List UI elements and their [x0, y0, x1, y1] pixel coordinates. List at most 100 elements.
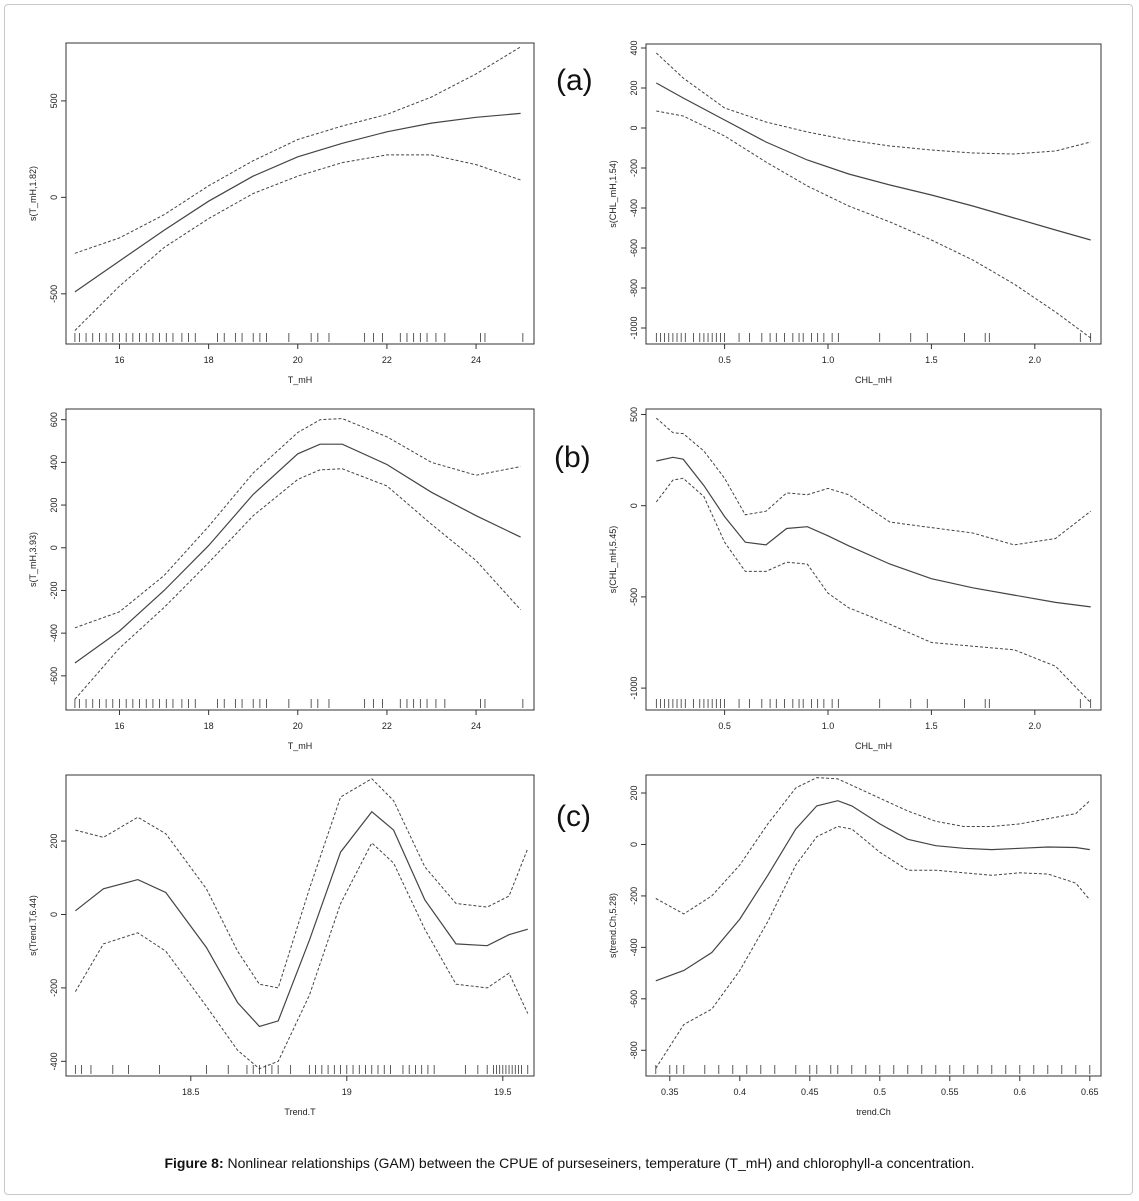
rug: [655, 333, 1092, 342]
y-tick-label: -500: [629, 588, 639, 606]
x-tick-label: 19.5: [494, 1087, 512, 1097]
x-axis-label: CHL_mH: [855, 375, 892, 385]
plot-a-left: 16 18 20 22 24 -500 0 500 T_mH s(T_mH,1.82): [28, 42, 535, 385]
rug: [74, 1065, 529, 1074]
x-tick-label: 22: [382, 721, 392, 731]
y-tick-label: -200: [49, 581, 59, 599]
x-tick-label: 0.4: [734, 1087, 747, 1097]
y-tick-label: -800: [629, 1041, 639, 1059]
plot-b-right: 0.5 1.0 1.5 2.0 -1000 -500 0 500 CHL_mH s(CHL_mH,…: [608, 407, 1102, 751]
upper-ci-line: [74, 418, 521, 629]
y-tick-label: 0: [629, 842, 639, 847]
x-tick-label: 20: [293, 355, 303, 365]
x-tick-label: 24: [471, 355, 481, 365]
x-tick-label: 2.0: [1029, 721, 1042, 731]
x-tick-label: 18: [204, 721, 214, 731]
x-tick-label: 16: [114, 355, 124, 365]
upper-ci-line: [75, 778, 529, 989]
rug: [655, 1065, 1091, 1074]
x-tick-label: 18.5: [182, 1087, 200, 1097]
y-tick-label: 0: [629, 125, 639, 130]
y-tick-label: 200: [629, 80, 639, 95]
y-tick-label: 200: [49, 498, 59, 513]
x-tick-label: 18: [204, 355, 214, 365]
y-axis-label: s(T_mH,3.93): [28, 532, 38, 587]
panel-label-b: (b): [554, 441, 591, 474]
x-axis-label: T_mH: [288, 741, 313, 751]
x-tick-label: 0.6: [1014, 1087, 1027, 1097]
y-tick-label: 200: [49, 834, 59, 849]
y-axis-label: s(T_mH,1.82): [28, 166, 38, 221]
plot-frame: [645, 43, 1102, 345]
y-axis-label: s(CHL_mH,5.45): [608, 526, 618, 594]
y-tick-label: -600: [629, 990, 639, 1008]
y-tick-label: 500: [49, 93, 59, 108]
y-tick-label: 400: [49, 455, 59, 470]
x-tick-label: 0.35: [661, 1087, 679, 1097]
x-tick-label: 1.0: [822, 721, 835, 731]
x-axis-label: T_mH: [288, 375, 313, 385]
y-tick-label: -400: [49, 624, 59, 642]
fit-line: [656, 82, 1091, 241]
y-tick-label: 200: [629, 785, 639, 800]
y-tick-label: -1000: [629, 677, 639, 700]
panel-label-a: (a): [556, 64, 593, 97]
upper-ci-line: [74, 46, 521, 254]
fit-line: [75, 810, 528, 1028]
x-tick-label: 1.5: [925, 721, 938, 731]
x-tick-label: 0.5: [718, 721, 731, 731]
x-tick-label: 0.5: [874, 1087, 887, 1097]
y-tick-label: -600: [49, 667, 59, 685]
x-tick-label: 20: [293, 721, 303, 731]
y-tick-label: -400: [629, 199, 639, 217]
plot-c-left: 18.5 19 19.5 -400 -200 0 200 Trend.T s(Trend.T,6…: [28, 774, 535, 1117]
y-tick-label: -200: [49, 979, 59, 997]
rug: [74, 333, 524, 342]
panel-label-c: (c): [556, 800, 591, 833]
plot-frame: [65, 42, 535, 345]
fit-line: [74, 443, 521, 664]
plot-frame: [645, 774, 1102, 1077]
plot-c-right: 0.35 0.4 0.45 0.5 0.55 0.6 0.65 -800 -600 -400 -20…: [608, 774, 1102, 1117]
figure-frame: [4, 4, 1133, 1195]
y-tick-label: -800: [629, 279, 639, 297]
lower-ci-line: [655, 477, 1092, 704]
x-tick-label: 0.5: [718, 355, 731, 365]
x-tick-label: 2.0: [1029, 355, 1042, 365]
y-tick-label: 0: [49, 912, 59, 917]
fit-line: [74, 112, 521, 293]
y-tick-label: -200: [629, 159, 639, 177]
rug: [655, 699, 1092, 708]
y-tick-label: 0: [629, 503, 639, 508]
figure-caption: Figure 8: Nonlinear relationships (GAM) …: [0, 1155, 1139, 1171]
caption-text: Nonlinear relationships (GAM) between th…: [223, 1155, 975, 1171]
x-tick-label: 1.5: [925, 355, 938, 365]
upper-ci-line: [655, 417, 1092, 546]
x-tick-label: 0.65: [1081, 1087, 1099, 1097]
y-axis-label: s(trend.Ch,5.28): [608, 893, 618, 958]
y-tick-label: -200: [629, 887, 639, 905]
y-tick-label: 0: [49, 545, 59, 550]
y-axis-label: s(CHL_mH,1.54): [608, 160, 618, 228]
x-tick-label: 16: [114, 721, 124, 731]
x-tick-label: 19: [342, 1087, 352, 1097]
y-axis-label: s(Trend.T,6.44): [28, 895, 38, 956]
x-tick-label: 1.0: [822, 355, 835, 365]
lower-ci-line: [74, 154, 521, 331]
x-tick-label: 24: [471, 721, 481, 731]
x-axis-label: Trend.T: [284, 1107, 316, 1117]
y-tick-label: -400: [49, 1052, 59, 1070]
plot-a-right: 0.5 1.0 1.5 2.0 -1000 -800 -600 -400 -200 0 200 400…: [608, 40, 1102, 385]
y-tick-label: -400: [629, 938, 639, 956]
x-tick-label: 22: [382, 355, 392, 365]
plot-frame: [65, 408, 535, 711]
x-tick-label: 0.55: [941, 1087, 959, 1097]
lower-ci-line: [74, 842, 529, 1070]
lower-ci-line: [74, 468, 521, 700]
caption-label: Figure 8:: [164, 1155, 224, 1171]
x-tick-label: 0.45: [801, 1087, 819, 1097]
x-axis-label: trend.Ch: [856, 1107, 891, 1117]
y-tick-label: 600: [49, 412, 59, 427]
rug: [74, 699, 524, 708]
